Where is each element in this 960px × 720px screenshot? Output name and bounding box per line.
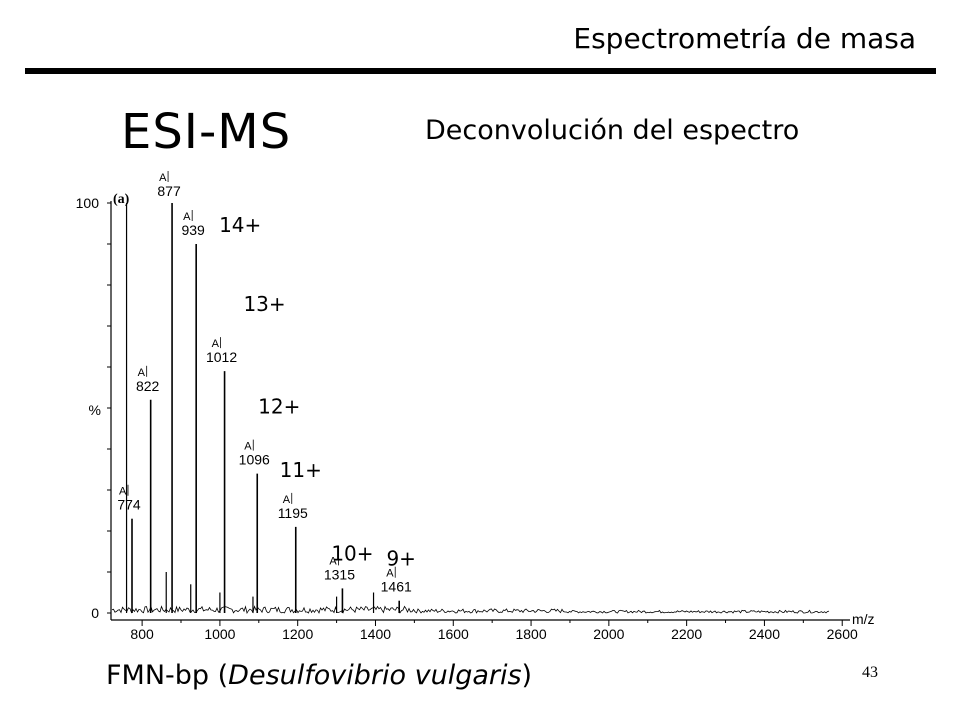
main-title: ESI-MS — [121, 104, 292, 160]
peak-marker: A — [159, 172, 167, 184]
charge-state-label: 11+ — [280, 458, 322, 482]
x-tick-label: 2000 — [593, 626, 624, 642]
charge-state-label: 12+ — [258, 395, 300, 419]
y-axis-label: % — [89, 402, 101, 418]
peak-label: 1012 — [206, 349, 237, 365]
peak-label: 774 — [117, 497, 141, 513]
x-tick-label: 1600 — [438, 626, 469, 642]
peak-marker: A — [212, 338, 220, 350]
spectrum-baseline — [111, 605, 830, 615]
charge-state-label: 9+ — [386, 547, 415, 571]
peak-label: 1461 — [381, 579, 412, 595]
peak-marker: A — [329, 555, 337, 567]
peak-marker: A — [183, 211, 191, 223]
x-tick-label: 1000 — [204, 626, 235, 642]
peak-marker: A — [386, 568, 394, 580]
x-tick-label: 2200 — [671, 626, 702, 642]
x-tick-label: 1200 — [282, 626, 313, 642]
peak-label: 822 — [136, 378, 160, 394]
caption-species: Desulfovibrio vulgaris — [228, 660, 522, 691]
x-tick-label: 800 — [130, 626, 154, 642]
charge-state-label: 14+ — [219, 213, 261, 237]
subtitle: Deconvolución del espectro — [425, 115, 800, 146]
y-tick-label: 0 — [91, 605, 99, 621]
header-rule — [25, 68, 936, 74]
x-tick-label: 2400 — [749, 626, 780, 642]
caption-prefix: FMN-bp ( — [106, 660, 229, 691]
charge-state-label: 13+ — [243, 292, 285, 316]
peak-marker: A — [244, 441, 252, 453]
peak-label: 1315 — [324, 566, 355, 582]
caption: FMN-bp (Desulfovibrio vulgaris) — [106, 660, 532, 691]
peak-marker: A — [283, 494, 291, 506]
peak-marker: A — [119, 486, 127, 498]
peak-label: 1195 — [278, 505, 308, 521]
panel-label: (a) — [113, 192, 130, 207]
header-title: Espectrometría de masa — [573, 22, 916, 55]
peak-label: 877 — [157, 183, 181, 199]
peak-label: 1096 — [239, 452, 270, 468]
page-number: 43 — [862, 664, 878, 681]
y-tick-label: 100 — [76, 195, 100, 211]
caption-suffix: ) — [521, 660, 533, 691]
peak-marker: A — [138, 367, 146, 379]
charge-state-label: 10+ — [331, 541, 373, 565]
x-tick-label: 2600 — [827, 626, 858, 642]
peak-label: 939 — [181, 222, 205, 238]
x-tick-label: 1800 — [515, 626, 546, 642]
x-tick-label: 1400 — [360, 626, 391, 642]
x-axis-label: m/z — [852, 611, 875, 627]
